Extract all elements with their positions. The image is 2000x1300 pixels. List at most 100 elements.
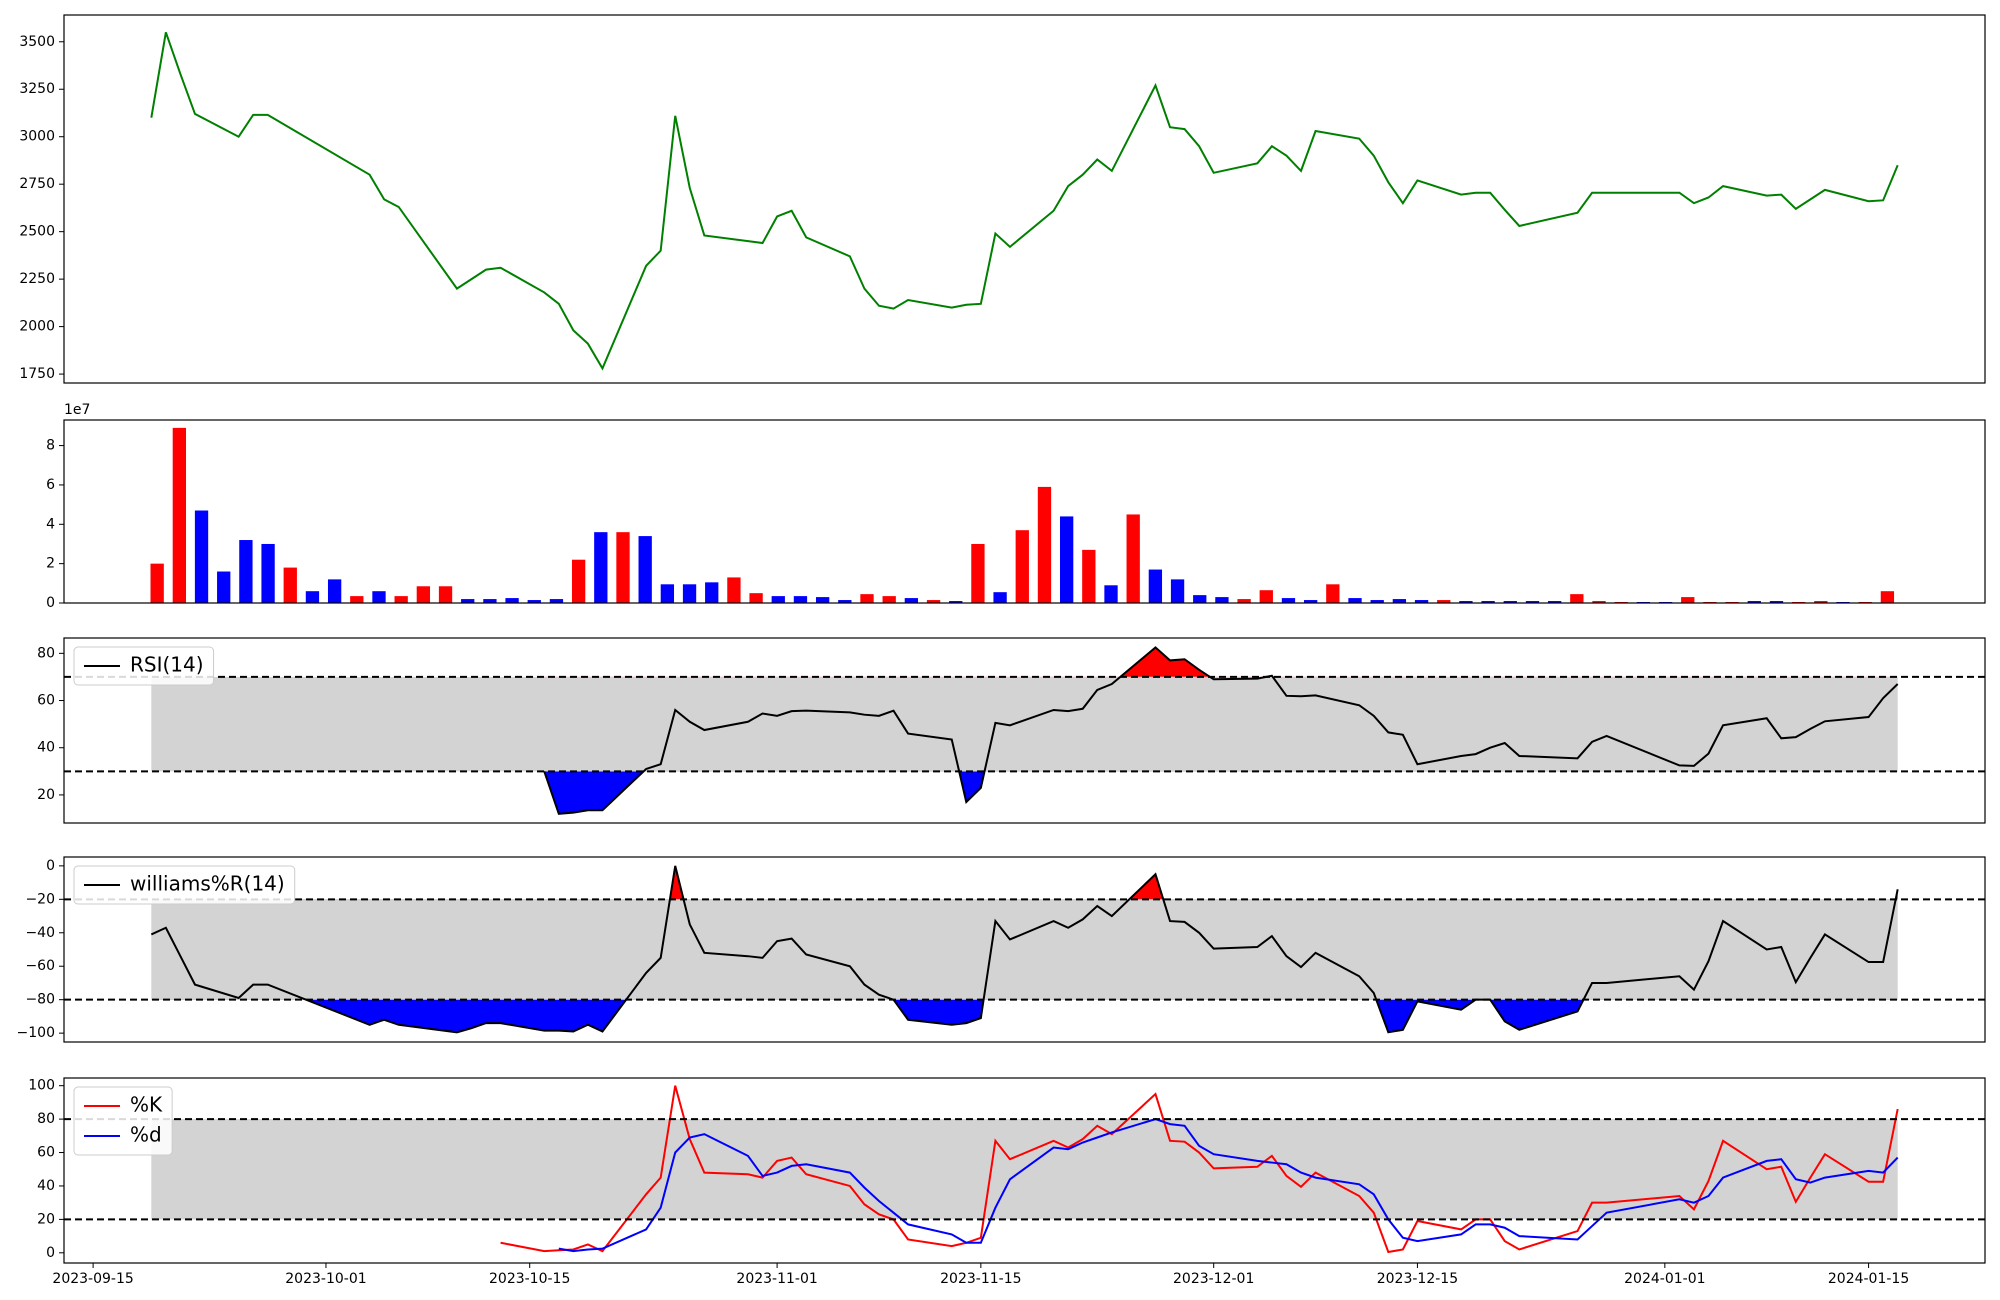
- x-tick-label: 2024-01-15: [1828, 1271, 1909, 1287]
- volume-bar: [1437, 600, 1451, 603]
- axes-frame: [63, 14, 1986, 384]
- legend-label: RSI(14): [130, 653, 204, 677]
- volume-bar: [1503, 601, 1517, 603]
- volume-bar: [1215, 597, 1229, 603]
- legend-label: %K: [130, 1093, 163, 1117]
- series-line: [543, 646, 1899, 815]
- y-tick-label: 2500: [19, 224, 55, 240]
- band: [151, 899, 1898, 1000]
- legend-label: %d: [130, 1123, 162, 1147]
- x-tick-label: 2023-12-15: [1377, 1271, 1458, 1287]
- series-line: [150, 865, 1899, 1034]
- x-tick-label: 2023-10-15: [489, 1271, 570, 1287]
- volume-bar: [1126, 514, 1140, 603]
- panel: −100 −80 −60 −40 −20 0 williams%R(14): [17, 856, 1986, 1043]
- y-tick-label: 3500: [19, 34, 55, 50]
- y-tick-label: −100: [17, 1025, 55, 1041]
- x-tick-label: 2023-09-15: [52, 1271, 133, 1287]
- y-tick-label: 6: [46, 477, 55, 493]
- volume-bar: [483, 599, 497, 603]
- volume-bar: [416, 586, 431, 603]
- volume-bar: [1747, 601, 1761, 603]
- volume-bar: [372, 591, 386, 603]
- volume-bar: [660, 584, 675, 603]
- y-offset-text: 1e7: [64, 402, 90, 418]
- y-tick-label: −40: [25, 925, 55, 941]
- y-tick-label: 0: [46, 1245, 55, 1261]
- y-tick-label: 3250: [19, 81, 55, 97]
- volume-bar: [1459, 601, 1473, 603]
- volume-bar: [638, 536, 652, 603]
- volume-bar: [1237, 599, 1251, 603]
- y-tick-label: 2000: [19, 319, 55, 335]
- volume-bar: [1348, 598, 1362, 603]
- volume-bar: [860, 594, 874, 603]
- volume-bar: [926, 600, 941, 603]
- y-tick-label: 100: [28, 1078, 55, 1094]
- y-tick-label: 4: [46, 516, 55, 532]
- volume-bar: [1193, 595, 1207, 603]
- volume-bar: [682, 584, 697, 603]
- volume-bar: [1814, 601, 1828, 603]
- panel: 20 40 60 80 RSI(14): [37, 637, 1986, 824]
- y-tick-label: 2750: [19, 176, 55, 192]
- y-tick-label: 1750: [19, 366, 55, 382]
- volume-bar: [1326, 584, 1340, 603]
- volume-bar: [904, 598, 919, 603]
- panel: 0 2 4 6 8 1e7: [46, 402, 1986, 611]
- y-tick-label: 20: [37, 787, 55, 803]
- volume-bar: [1681, 597, 1695, 603]
- volume-bar: [594, 532, 608, 603]
- volume-bar: [705, 582, 719, 603]
- volume-bar: [1570, 594, 1584, 603]
- y-tick-label: −80: [25, 992, 55, 1008]
- legend-box: [73, 865, 296, 905]
- y-tick-label: −20: [25, 891, 55, 907]
- y-tick-label: 40: [37, 1178, 55, 1194]
- volume-bar: [394, 596, 408, 603]
- volume-bar: [1148, 569, 1163, 603]
- volume-bar: [1281, 598, 1296, 603]
- volume-bar: [1015, 530, 1029, 603]
- volume-bar: [793, 596, 808, 603]
- x-tick-label: 2023-10-01: [285, 1271, 366, 1287]
- volume-bar: [771, 596, 785, 603]
- band: [151, 676, 1898, 772]
- y-tick-label: 2250: [19, 271, 55, 287]
- volume-bar: [1170, 579, 1185, 603]
- volume-bar: [1592, 601, 1606, 603]
- volume-bar: [993, 592, 1007, 603]
- x-tick-label: 2023-11-01: [736, 1271, 817, 1287]
- volume-bar: [505, 598, 519, 603]
- volume-bar: [882, 596, 896, 603]
- y-tick-label: 60: [37, 693, 55, 709]
- y-tick-label: 8: [46, 438, 55, 454]
- volume-bar: [261, 543, 275, 603]
- y-tick-label: 80: [37, 1111, 55, 1127]
- x-tick-label: 2023-11-15: [940, 1271, 1021, 1287]
- volume-bar: [1769, 601, 1784, 603]
- volume-bar: [1548, 601, 1562, 603]
- y-tick-label: 3000: [19, 129, 55, 145]
- y-tick-label: 0: [46, 858, 55, 874]
- volume-bar: [1037, 486, 1052, 603]
- volume-bar: [838, 600, 852, 603]
- volume-bar: [172, 427, 187, 603]
- volume-bar: [1059, 516, 1074, 603]
- volume-bar: [949, 601, 963, 603]
- volume-bar: [461, 599, 475, 603]
- axes-frame: [63, 637, 1986, 824]
- panel: 1750 2000 2250 2500 2750 3000 3250 3500: [19, 14, 1986, 384]
- volume-bar: [1525, 601, 1540, 603]
- volume-bar: [971, 543, 985, 603]
- y-tick-label: 2: [46, 556, 55, 572]
- series-line: [150, 31, 1899, 371]
- series-line: [558, 1118, 1899, 1253]
- x-tick-label: 2024-01-01: [1624, 1271, 1705, 1287]
- axes-frame: [63, 1077, 1986, 1264]
- volume-bar: [1392, 599, 1407, 603]
- volume-bar: [283, 567, 297, 603]
- x-tick-label: 2023-12-01: [1173, 1271, 1254, 1287]
- volume-bar: [150, 563, 164, 603]
